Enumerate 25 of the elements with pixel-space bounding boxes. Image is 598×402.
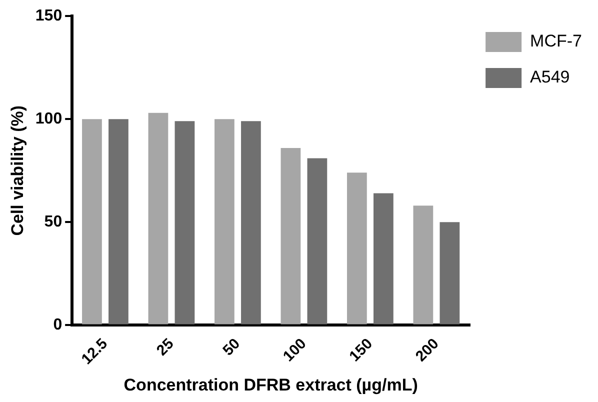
bar	[440, 222, 460, 324]
y-tick-label: 150	[35, 7, 62, 24]
x-tick-label: 25	[153, 335, 178, 360]
bar	[374, 193, 394, 324]
x-tick-label: 150	[346, 335, 376, 366]
bar	[174, 121, 195, 324]
bar	[214, 119, 234, 324]
y-tick-label: 50	[44, 214, 62, 231]
x-tick-label: 200	[412, 335, 442, 366]
y-tick-label: 0	[53, 316, 62, 334]
bar	[307, 158, 328, 324]
bar	[280, 148, 301, 324]
bar	[148, 112, 168, 324]
y-axis-title: Cell viability (%)	[8, 105, 27, 236]
x-tick-label: 50	[220, 335, 244, 360]
y-tick-label: 100	[35, 110, 62, 128]
x-tick-label: 100	[280, 335, 310, 366]
bar	[241, 121, 261, 324]
bar	[413, 206, 434, 324]
bar	[347, 172, 367, 324]
bar	[108, 119, 128, 324]
legend-label: MCF-7	[530, 32, 582, 51]
bar	[82, 119, 102, 324]
x-axis-title: Concentration DFRB extract (µg/mL)	[124, 375, 418, 394]
legend-label: A549	[530, 68, 570, 87]
